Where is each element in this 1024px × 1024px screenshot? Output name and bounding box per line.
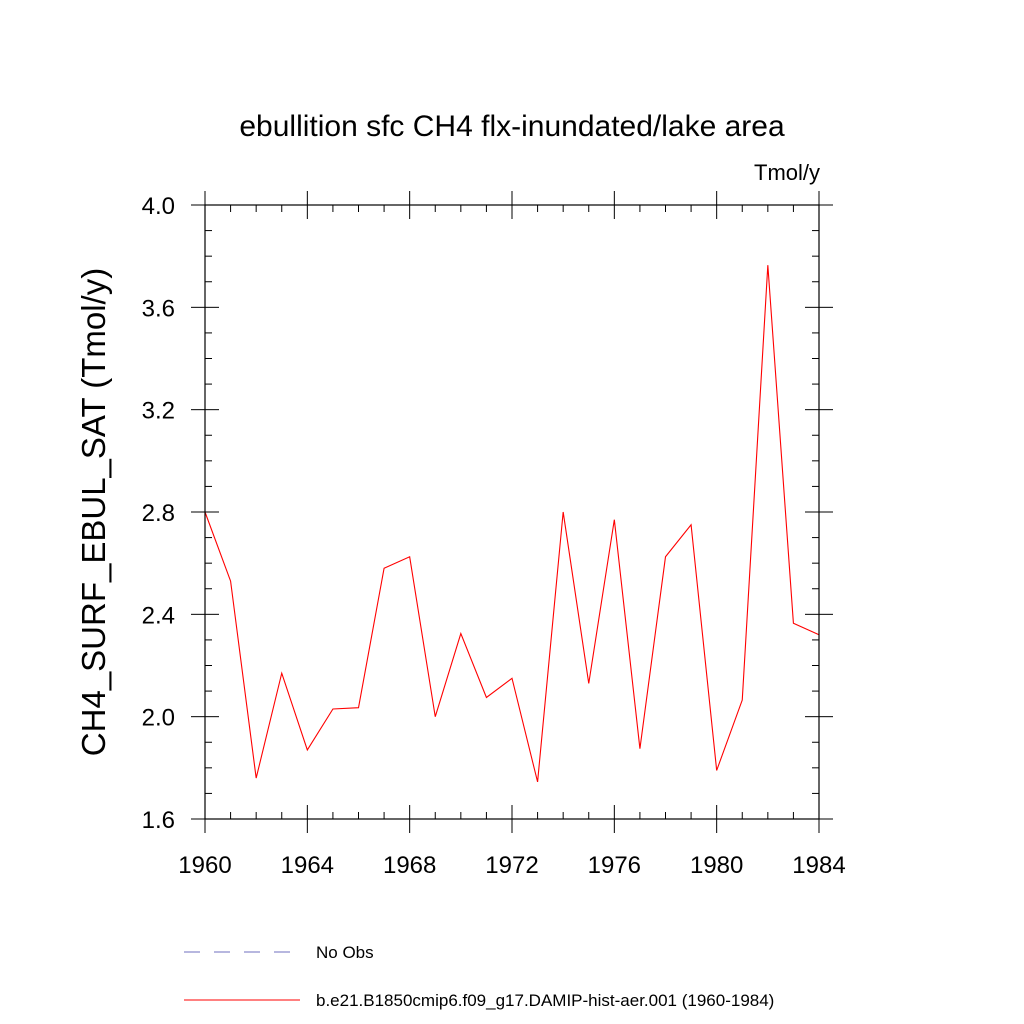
y-tick-label: 2.0 — [142, 705, 175, 732]
y-tick-label: 4.0 — [142, 193, 175, 220]
y-tick-label: 3.6 — [142, 295, 175, 322]
plot-frame — [204, 204, 820, 820]
x-tick-label: 1976 — [588, 852, 641, 879]
y-axis-label: CH4_SURF_EBUL_SAT (Tmol/y) — [75, 268, 112, 756]
legend-label: No Obs — [316, 943, 374, 962]
legend-label: b.e21.B1850cmip6.f09_g17.DAMIP-hist-aer.… — [316, 991, 774, 1010]
y-tick-label: 2.8 — [142, 500, 175, 527]
x-tick-label: 1980 — [690, 852, 743, 879]
chart-title: ebullition sfc CH4 flx-inundated/lake ar… — [239, 110, 785, 143]
y-tick-label: 1.6 — [142, 807, 175, 834]
series-line — [204, 265, 820, 783]
x-tick-label: 1984 — [792, 852, 845, 879]
y-tick-label: 3.2 — [142, 398, 175, 425]
axis-tick-labels: 1960 1964 1968 1972 1976 1980 1984 1.6 2.0 2.4 2.8… — [142, 193, 846, 879]
x-tick-label: 1960 — [178, 852, 231, 879]
units-label: Tmol/y — [754, 160, 820, 185]
x-tick-label: 1972 — [485, 852, 538, 879]
axis-ticks — [191, 191, 833, 833]
y-tick-label: 2.4 — [142, 602, 175, 629]
x-tick-label: 1964 — [281, 852, 334, 879]
legend: No Obs b.e21.B1850cmip6.f09_g17.DAMIP-his… — [184, 943, 774, 1010]
x-tick-label: 1968 — [383, 852, 436, 879]
data-series — [204, 265, 820, 783]
